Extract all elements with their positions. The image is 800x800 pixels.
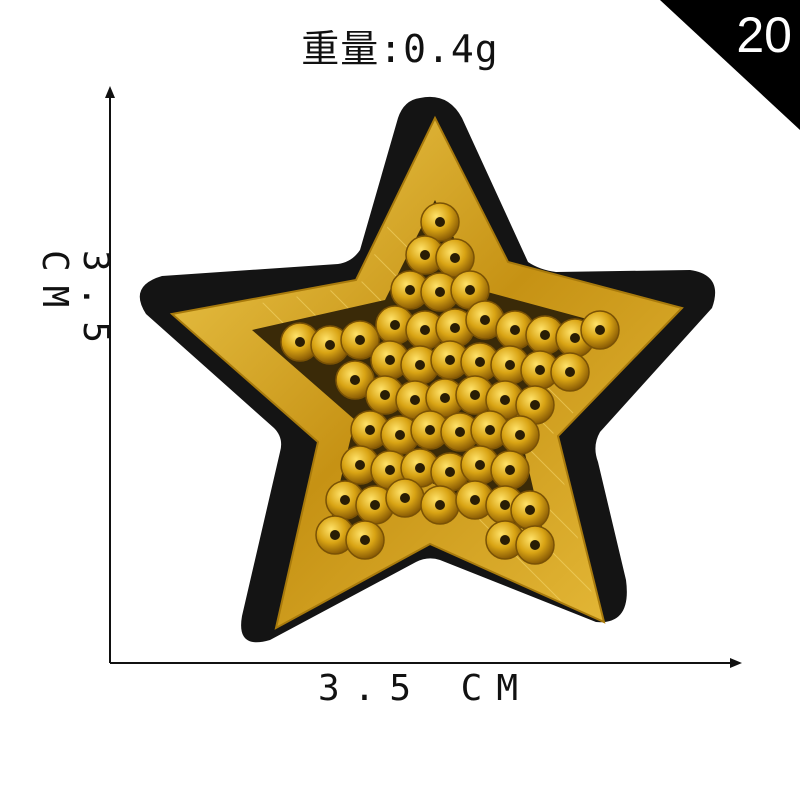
sequin-hole [505, 360, 515, 370]
sequin-hole [435, 217, 445, 227]
sequin-hole [450, 323, 460, 333]
sequin-hole [435, 500, 445, 510]
sequin-hole [340, 495, 350, 505]
sequin-hole [470, 495, 480, 505]
sequin-hole [595, 325, 605, 335]
sequin-hole [535, 365, 545, 375]
sequin-hole [405, 285, 415, 295]
sequin-hole [470, 390, 480, 400]
sequin-hole [325, 340, 335, 350]
sequin-hole [420, 325, 430, 335]
sequin-hole [530, 400, 540, 410]
sequin-hole [515, 430, 525, 440]
sequin-hole [370, 500, 380, 510]
sequin-hole [475, 460, 485, 470]
sequin-hole [480, 315, 490, 325]
sequin-hole [330, 530, 340, 540]
sequin-hole [500, 500, 510, 510]
sequin-hole [565, 367, 575, 377]
sequin-hole [500, 535, 510, 545]
sequin-hole [465, 285, 475, 295]
sequin-hole [530, 540, 540, 550]
sequin-hole [365, 425, 375, 435]
sequin-hole [435, 287, 445, 297]
sequin-hole [355, 460, 365, 470]
sequin-hole [385, 465, 395, 475]
sequin-hole [410, 395, 420, 405]
sequin-hole [385, 355, 395, 365]
sequin-hole [500, 395, 510, 405]
sequin-hole [510, 325, 520, 335]
sequin-hole [485, 425, 495, 435]
width-dimension-label: 3.5 CM [0, 668, 800, 709]
sequin-hole [445, 467, 455, 477]
sequin-hole [360, 535, 370, 545]
sequin-hole [540, 330, 550, 340]
sequin-hole [400, 493, 410, 503]
sequin-hole [425, 425, 435, 435]
horizontal-axis-arrow [730, 658, 742, 668]
height-dimension-label: 3.5 CM [45, 250, 105, 450]
sequin-hole [355, 335, 365, 345]
sequin-hole [420, 250, 430, 260]
sequin-hole [415, 463, 425, 473]
sequin-hole [570, 333, 580, 343]
sequin-hole [440, 393, 450, 403]
sequin-hole [525, 505, 535, 515]
sequin-hole [415, 360, 425, 370]
sequin-hole [295, 337, 305, 347]
sequin-hole [380, 390, 390, 400]
sequin-hole [455, 427, 465, 437]
sequin-hole [505, 465, 515, 475]
corner-badge: 20 [660, 0, 800, 130]
vertical-axis-arrow [105, 86, 115, 98]
sequin-hole [475, 357, 485, 367]
sequin-hole [350, 375, 360, 385]
sequin-hole [390, 320, 400, 330]
badge-number: 20 [736, 10, 792, 60]
sequin-hole [445, 355, 455, 365]
sequin-hole [450, 253, 460, 263]
sequin-hole [395, 430, 405, 440]
